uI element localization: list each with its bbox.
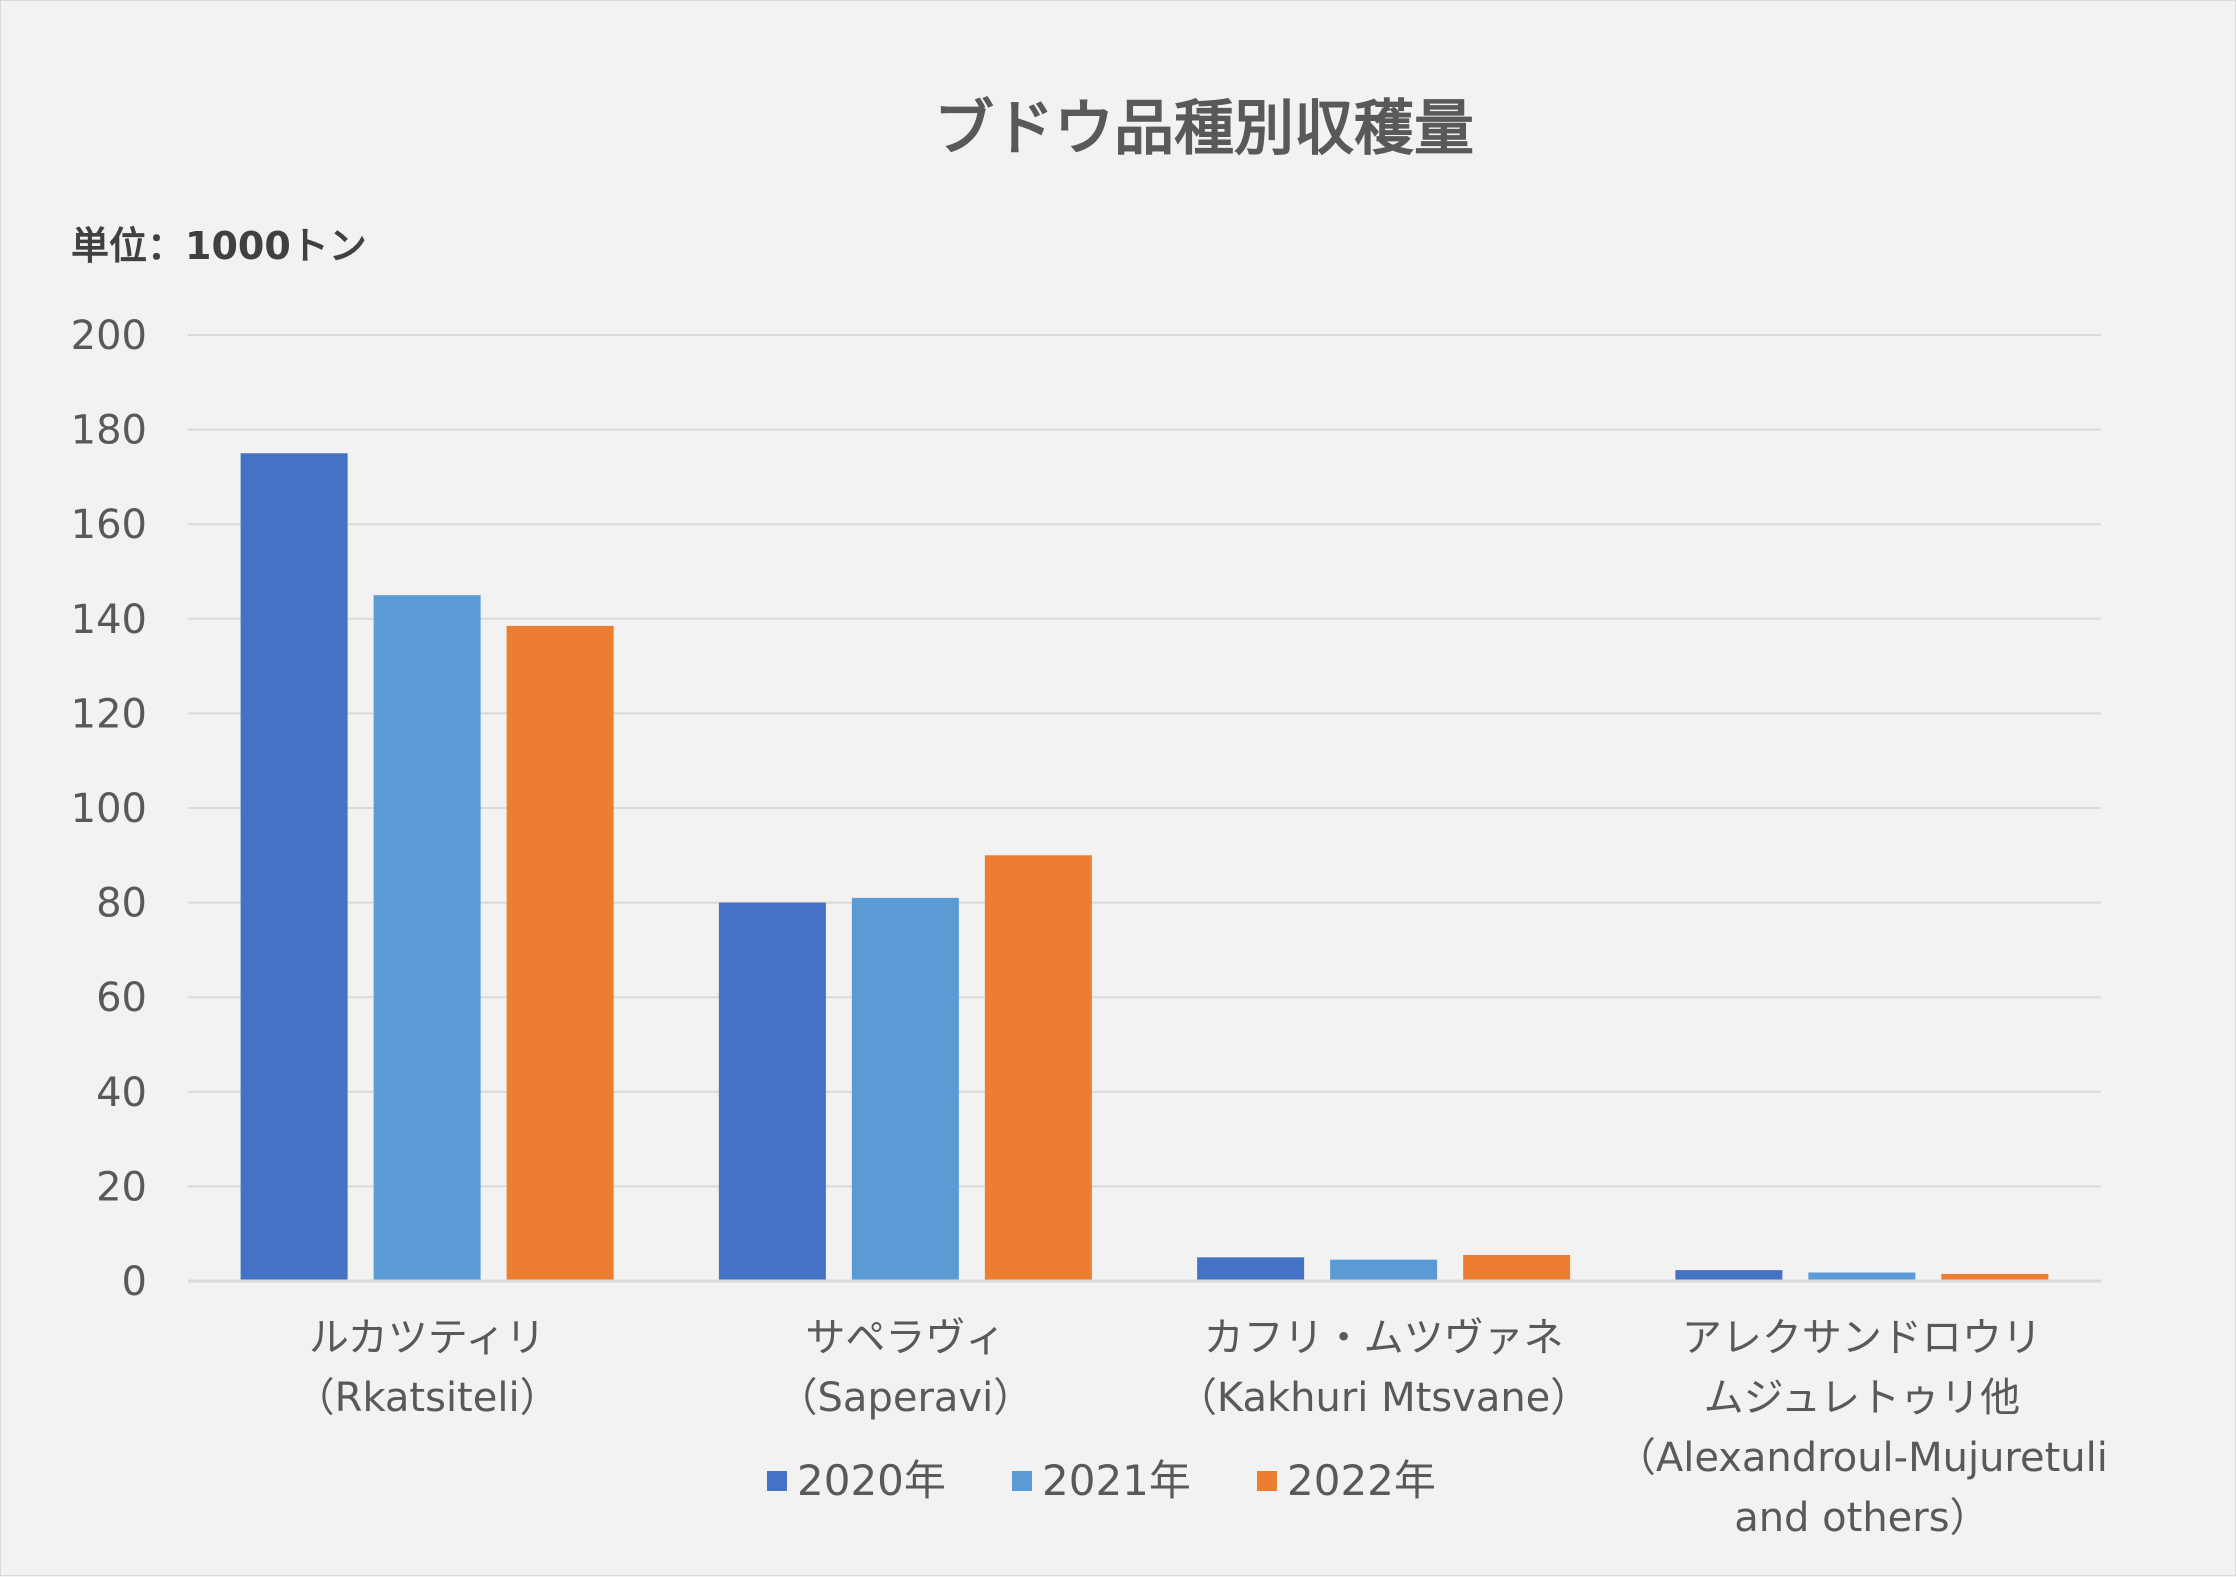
category-label: （Rkatsiteli） — [295, 1375, 560, 1421]
bar — [1941, 1273, 2049, 1281]
legend-label: 2020年 — [797, 1456, 946, 1505]
y-tick-label: 0 — [122, 1259, 147, 1305]
bar — [506, 625, 614, 1281]
legend-label: 2021年 — [1042, 1456, 1191, 1505]
category-label: （Alexandroul-Mujuretuli — [1616, 1435, 2108, 1481]
bar — [1463, 1254, 1571, 1281]
category-label: （Saperavi） — [778, 1375, 1034, 1421]
y-tick-label: 40 — [96, 1070, 147, 1116]
category-label: アレクサンドロウリ — [1682, 1315, 2042, 1361]
category-label: ムジュレトゥリ他 — [1704, 1375, 2020, 1421]
y-tick-label: 120 — [71, 691, 147, 737]
category-label: サペラヴィ — [805, 1315, 1005, 1361]
legend: 2020年 2021年 2022年 — [767, 1456, 1436, 1505]
bar — [718, 902, 826, 1281]
y-tick-label: 180 — [71, 408, 147, 454]
legend-swatch — [767, 1471, 787, 1491]
chart-title: ブドウ品種別収穫量 — [934, 94, 1474, 164]
y-tick-label: 200 — [71, 313, 147, 359]
legend-swatch — [1012, 1471, 1032, 1491]
category-labels: ルカツティリ （Rkatsiteli） サペラヴィ （Saperavi） カフリ・ムツヴ… — [295, 1315, 2108, 1541]
bar — [984, 855, 1092, 1281]
category-label: （Kakhuri Mtsvane） — [1177, 1375, 1590, 1421]
bar — [373, 595, 481, 1281]
category-label: and others） — [1734, 1495, 1989, 1541]
category-label: ルカツティリ — [309, 1315, 545, 1361]
y-tick-label: 60 — [96, 975, 147, 1021]
legend-label: 2022年 — [1287, 1456, 1436, 1505]
y-tick-label: 160 — [71, 502, 147, 548]
bar — [1808, 1272, 1916, 1281]
category-label: カフリ・ムツヴァネ — [1204, 1315, 1564, 1361]
bar — [851, 897, 959, 1281]
y-tick-label: 20 — [96, 1164, 147, 1210]
y-tick-label: 140 — [71, 597, 147, 643]
bars — [240, 453, 2049, 1281]
unit-label: 単位：1000トン — [71, 224, 367, 268]
y-axis-ticks: 0 20 40 60 80 100 120 140 160 180 200 — [71, 313, 147, 1305]
bar — [240, 453, 348, 1281]
y-tick-label: 100 — [71, 786, 147, 832]
bar — [1330, 1259, 1438, 1281]
bar — [1675, 1270, 1783, 1281]
y-tick-label: 80 — [96, 881, 147, 927]
bar — [1197, 1257, 1305, 1281]
legend-swatch — [1257, 1471, 1277, 1491]
